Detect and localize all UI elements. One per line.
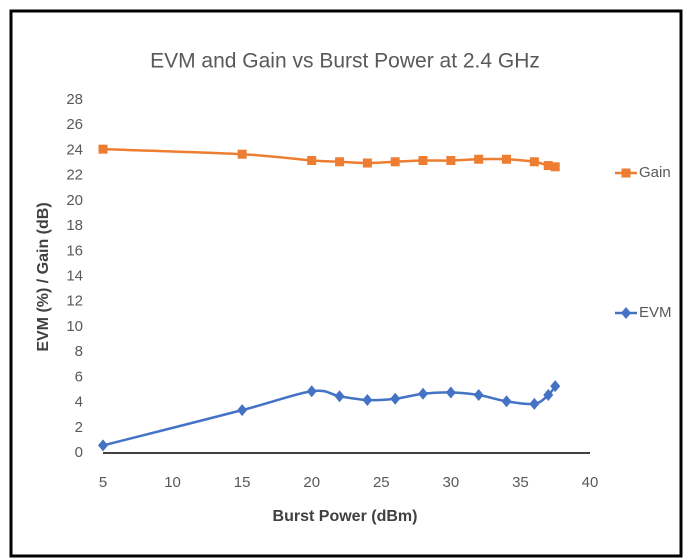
x-tick-label: 30 <box>443 474 460 491</box>
x-tick-label: 35 <box>512 474 529 491</box>
y-tick-label: 20 <box>66 192 83 209</box>
marker <box>550 380 561 393</box>
marker <box>390 392 401 405</box>
marker <box>529 157 539 167</box>
y-tick-label: 4 <box>75 394 83 411</box>
y-tick-label: 8 <box>75 343 83 360</box>
marker <box>473 389 484 402</box>
y-tick-label: 10 <box>66 318 83 335</box>
marker <box>362 158 372 168</box>
legend-label: EVM <box>639 304 672 321</box>
marker <box>502 154 512 164</box>
y-tick-label: 14 <box>66 267 83 284</box>
x-tick-label: 15 <box>234 474 251 491</box>
marker <box>362 394 373 407</box>
marker <box>621 307 631 319</box>
marker <box>307 156 317 166</box>
marker <box>529 397 540 410</box>
marker <box>621 168 631 178</box>
marker <box>418 387 429 400</box>
y-tick-label: 12 <box>66 293 83 310</box>
y-tick-label: 6 <box>75 368 83 385</box>
marker <box>334 390 345 403</box>
x-tick-label: 40 <box>582 474 599 491</box>
marker <box>474 154 484 164</box>
y-axis-label: EVM (%) / Gain (dB) <box>35 202 52 351</box>
chart-title: EVM and Gain vs Burst Power at 2.4 GHz <box>150 50 540 73</box>
y-tick-label: 28 <box>66 91 83 108</box>
y-tick-label: 24 <box>66 141 83 158</box>
marker <box>98 439 108 452</box>
marker <box>306 385 317 398</box>
marker <box>418 156 428 166</box>
x-axis-label: Burst Power (dBm) <box>273 508 418 525</box>
marker <box>501 395 512 408</box>
legend-label: Gain <box>639 164 671 181</box>
y-tick-label: 2 <box>75 419 83 436</box>
marker <box>237 149 247 159</box>
x-tick-label: 25 <box>373 474 390 491</box>
frame <box>9 9 683 558</box>
y-tick-label: 18 <box>66 217 83 234</box>
marker <box>445 386 456 399</box>
marker <box>390 157 400 167</box>
marker <box>446 156 456 166</box>
y-tick-label: 26 <box>66 116 83 133</box>
y-tick-label: 16 <box>66 242 83 259</box>
marker <box>543 161 553 171</box>
marker <box>335 157 345 167</box>
y-tick-label: 22 <box>66 167 83 184</box>
marker <box>543 389 554 402</box>
x-tick-label: 10 <box>164 474 181 491</box>
marker <box>550 162 560 172</box>
y-tick-label: 0 <box>75 444 83 461</box>
x-tick-label: 5 <box>99 474 107 491</box>
marker <box>98 144 108 154</box>
marker <box>237 404 248 417</box>
x-tick-label: 20 <box>303 474 320 491</box>
